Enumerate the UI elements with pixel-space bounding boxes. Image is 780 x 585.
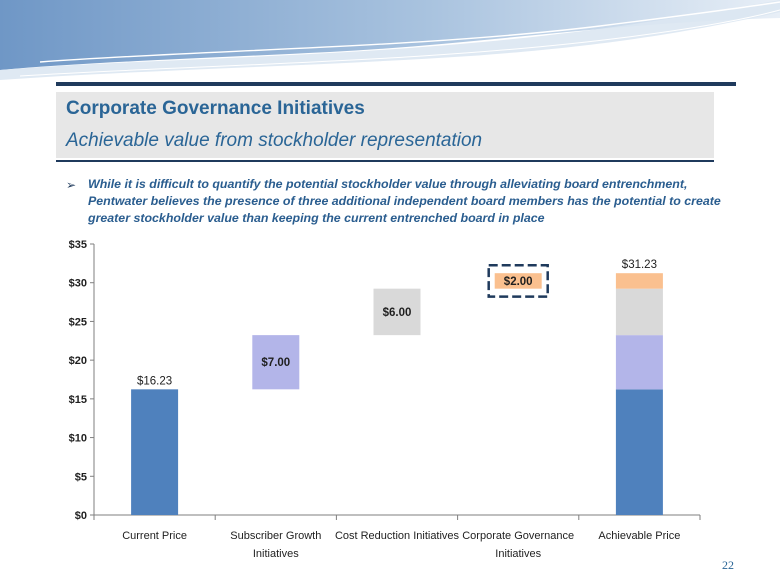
header-rule bbox=[56, 82, 736, 86]
x-category-label: Subscriber Growth bbox=[230, 530, 321, 542]
data-label: $2.00 bbox=[504, 276, 533, 288]
bar-cost-reduction-initiatives bbox=[373, 288, 421, 336]
x-category-label: Current Price bbox=[122, 530, 187, 542]
slide-title: Corporate Governance Initiatives bbox=[66, 98, 365, 119]
total-bar-segment bbox=[615, 288, 663, 336]
y-tick-label: $25 bbox=[69, 316, 87, 328]
y-tick-label: $15 bbox=[69, 394, 87, 406]
x-category-label: Corporate Governance bbox=[462, 530, 574, 542]
bar-subscriber-growth-initiatives bbox=[252, 335, 300, 390]
bullet-text: While it is difficult to quantify the po… bbox=[88, 177, 721, 225]
bar-corporate-governance-initiatives bbox=[494, 273, 542, 289]
waterfall-chart: $0 $5 $10 $15 $20 $25 $30 $35 Current Price Subsc… bbox=[69, 239, 701, 560]
total-bar-segment bbox=[615, 389, 663, 515]
data-label: $16.23 bbox=[137, 375, 172, 387]
page-number: 22 bbox=[722, 558, 734, 572]
slide-subtitle: Achievable value from stockholder repres… bbox=[66, 130, 483, 151]
total-label: $31.23 bbox=[622, 259, 657, 271]
title-rule bbox=[56, 160, 714, 162]
y-tick-label: $35 bbox=[69, 239, 87, 251]
data-label: $6.00 bbox=[383, 307, 412, 319]
y-tick-label: $20 bbox=[69, 355, 87, 367]
x-category-label: Achievable Price bbox=[598, 530, 680, 542]
y-tick-label: $5 bbox=[75, 471, 87, 483]
title-panel: Corporate Governance Initiatives Achieva… bbox=[56, 92, 714, 158]
bullet-arrow-icon: ➢ bbox=[66, 178, 77, 192]
highlight-box bbox=[487, 263, 549, 298]
y-tick-label: $10 bbox=[69, 433, 87, 445]
x-category-label: Initiatives bbox=[495, 548, 541, 560]
data-label: $7.00 bbox=[261, 357, 290, 369]
y-tick-label: $0 bbox=[75, 510, 87, 522]
x-category-label: Initiatives bbox=[253, 548, 299, 560]
x-category-label: Cost Reduction Initiatives bbox=[335, 530, 460, 542]
bar-current-price bbox=[131, 389, 179, 515]
header-banner bbox=[0, 0, 780, 80]
total-bar-segment bbox=[615, 335, 663, 390]
total-bar-segment bbox=[615, 273, 663, 289]
y-tick-label: $30 bbox=[69, 278, 87, 290]
